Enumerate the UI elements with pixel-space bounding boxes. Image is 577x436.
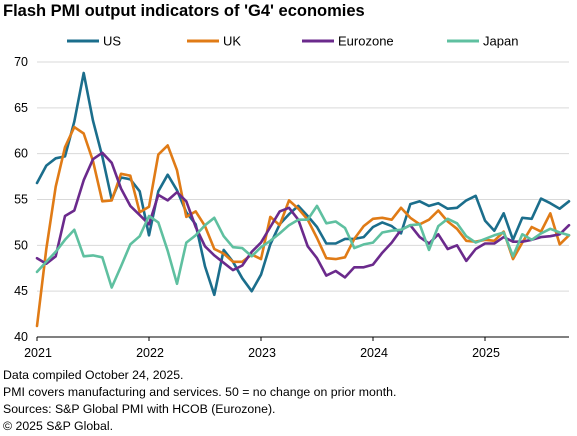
y-tick-label: 50 (14, 238, 28, 252)
footer-note-compiled: Data compiled October 24, 2025. (3, 368, 184, 382)
y-tick-label: 55 (14, 193, 28, 207)
footer-note-sources: Sources: S&P Global PMI with HCOB (Euroz… (3, 402, 276, 416)
x-tick-label: 2024 (360, 346, 388, 360)
y-tick-label: 40 (14, 330, 28, 344)
series-line-us (35, 71, 571, 297)
footer-note-copyright: © 2025 S&P Global. (3, 419, 114, 433)
x-tick-label: 2021 (24, 346, 52, 360)
x-tick-label: 2022 (136, 346, 164, 360)
legend-label-uk: UK (223, 34, 241, 49)
pmi-line-chart: 40 45 50 55 60 65 70 2021 2022 2023 2024 2025 US UK Eu… (14, 34, 571, 360)
y-tick-label: 65 (14, 101, 28, 115)
legend-label-eurozone: Eurozone (338, 34, 394, 49)
y-tick-label: 70 (14, 55, 28, 69)
x-tick-label: 2025 (472, 346, 500, 360)
y-tick-label: 60 (14, 147, 28, 161)
chart-title: Flash PMI output indicators of 'G4' econ… (3, 2, 365, 20)
legend-label-japan: Japan (483, 34, 518, 49)
y-tick-label: 45 (14, 284, 28, 298)
series-line-eurozone (35, 151, 571, 279)
legend-label-us: US (103, 34, 121, 49)
series-line-japan (35, 204, 571, 289)
footer-note-coverage: PMI covers manufacturing and services. 5… (3, 385, 397, 399)
x-tick-label: 2023 (248, 346, 276, 360)
